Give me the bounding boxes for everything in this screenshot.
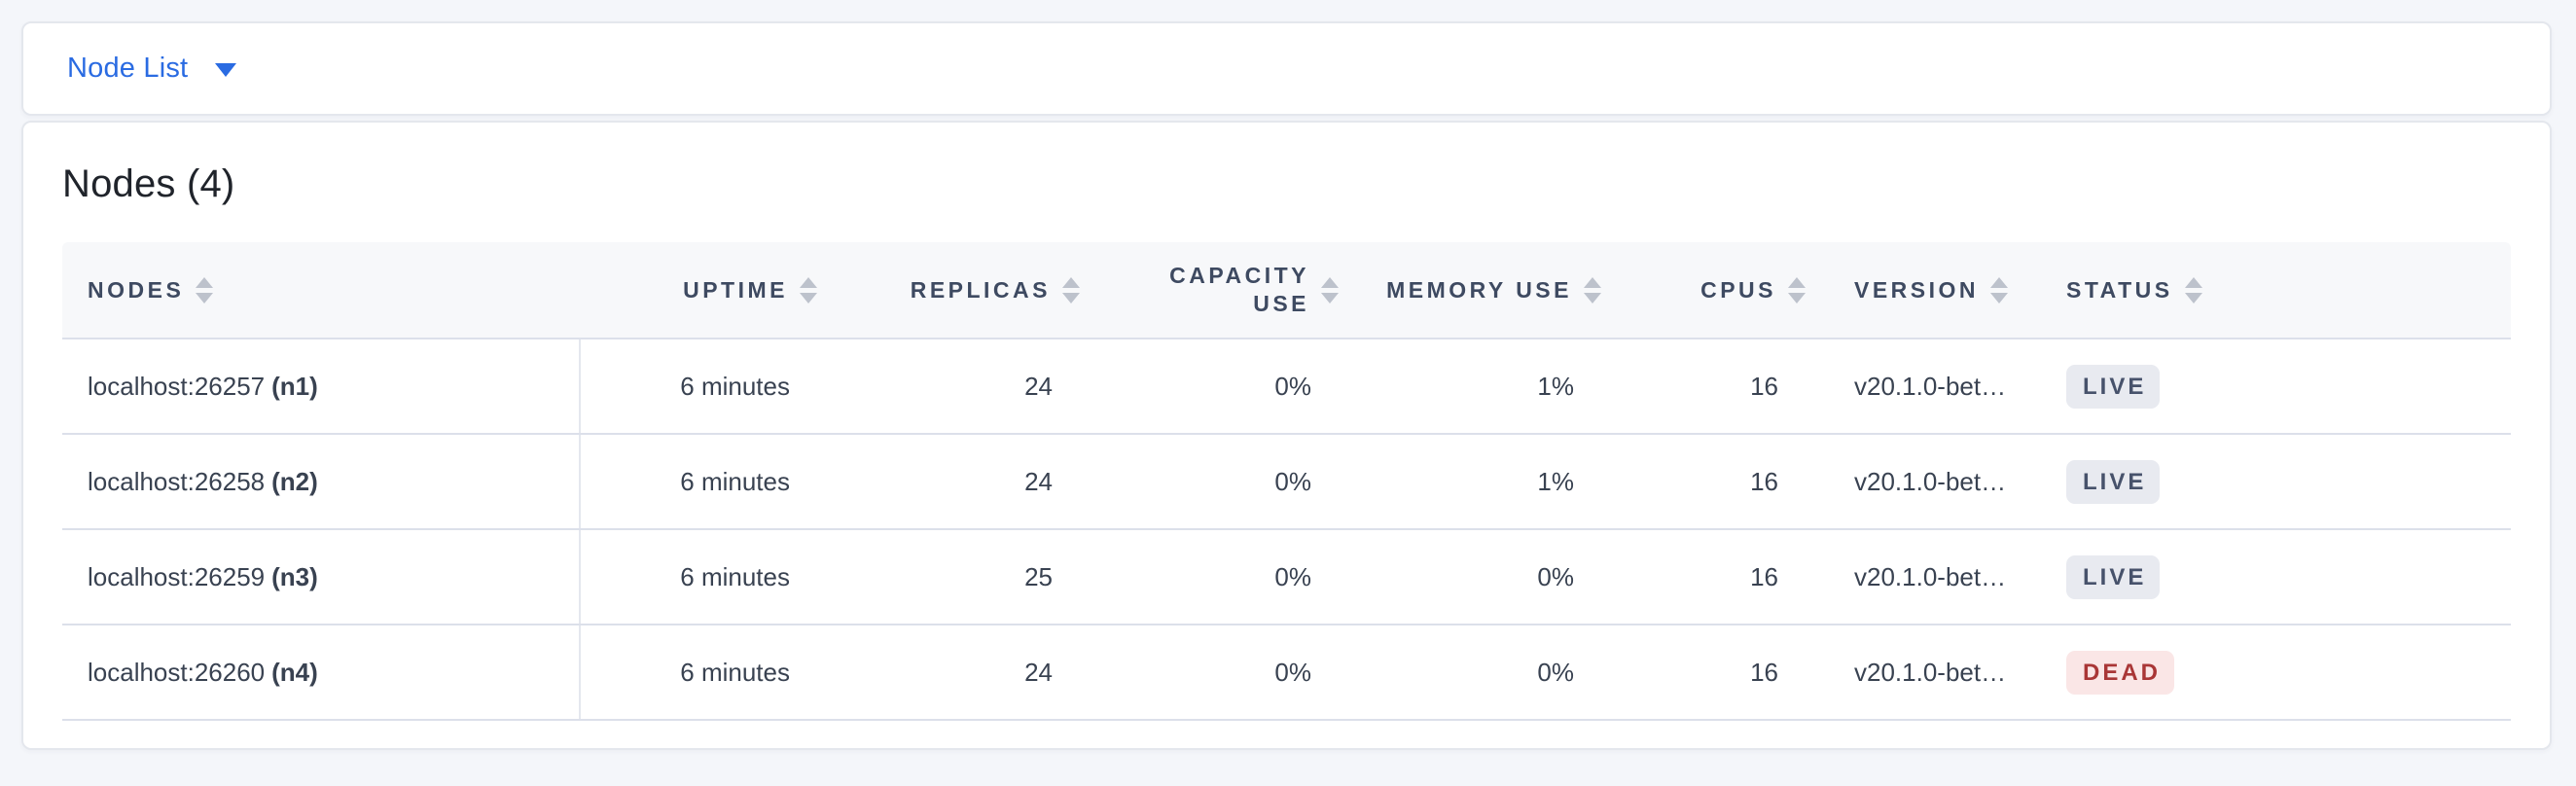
status-badge: DEAD (2066, 650, 2175, 695)
cell-capacity-use: 0% (1097, 625, 1356, 721)
table-row[interactable]: localhost:26257 (n1) 6 minutes 24 0% 1% 1… (62, 339, 2511, 435)
node-address[interactable]: localhost:26260 (88, 657, 266, 687)
status-badge: LIVE (2066, 554, 2161, 599)
cell-capacity-use: 0% (1097, 434, 1356, 530)
cell-version: v20.1.0-bet… (1823, 625, 2053, 721)
col-header-uptime[interactable]: UPTIME (580, 242, 835, 339)
col-header-label: REPLICAS (910, 276, 1051, 303)
cell-memory-use: 1% (1356, 434, 1619, 530)
chevron-down-icon (215, 63, 237, 77)
status-badge: LIVE (2066, 459, 2161, 504)
node-address[interactable]: localhost:26257 (88, 371, 266, 401)
node-id: (n3) (271, 561, 318, 591)
table-row[interactable]: localhost:26259 (n3) 6 minutes 25 0% 0% 1… (62, 529, 2511, 625)
node-id: (n4) (271, 657, 318, 687)
cell-cpus: 16 (1619, 625, 1823, 721)
status-badge: LIVE (2066, 364, 2161, 409)
col-header-label: VERSION (1854, 276, 1980, 303)
cell-status: LIVE (2053, 529, 2511, 625)
cell-version: v20.1.0-bet… (1823, 529, 2053, 625)
col-header-label: NODES (88, 276, 185, 303)
cell-replicas: 25 (835, 529, 1097, 625)
col-header-capacity-use[interactable]: CAPACITY USE (1097, 242, 1356, 339)
page: Node List Nodes (4) NODES UPTIME (21, 21, 2552, 750)
nodes-panel: Nodes (4) NODES UPTIME REPLICAS (21, 121, 2552, 750)
cell-uptime: 6 minutes (580, 529, 835, 625)
node-id: (n1) (271, 371, 318, 401)
col-header-status[interactable]: STATUS (2053, 242, 2511, 339)
cell-node: localhost:26257 (n1) (62, 339, 581, 435)
node-address[interactable]: localhost:26259 (88, 561, 266, 591)
table-row[interactable]: localhost:26260 (n4) 6 minutes 24 0% 0% 1… (62, 625, 2511, 721)
sort-icon (1321, 276, 1339, 304)
sort-icon (1584, 276, 1601, 304)
cell-capacity-use: 0% (1097, 529, 1356, 625)
col-header-replicas[interactable]: REPLICAS (835, 242, 1097, 339)
table-row[interactable]: localhost:26258 (n2) 6 minutes 24 0% 1% 1… (62, 434, 2511, 530)
cell-version: v20.1.0-bet… (1823, 339, 2053, 435)
node-address[interactable]: localhost:26258 (88, 466, 266, 496)
view-dropdown[interactable]: Node List (67, 53, 237, 85)
cell-replicas: 24 (835, 434, 1097, 530)
sort-icon (1788, 276, 1806, 304)
col-header-label: STATUS (2066, 276, 2173, 303)
cell-cpus: 16 (1619, 339, 1823, 435)
cell-cpus: 16 (1619, 434, 1823, 530)
cell-memory-use: 0% (1356, 529, 1619, 625)
cell-node: localhost:26260 (n4) (62, 625, 581, 721)
sort-icon (1990, 276, 2009, 304)
node-id: (n2) (271, 466, 318, 496)
cell-capacity-use: 0% (1097, 339, 1356, 435)
sort-icon (800, 276, 817, 304)
cell-replicas: 24 (835, 625, 1097, 721)
cell-status: LIVE (2053, 339, 2511, 435)
cell-uptime: 6 minutes (580, 434, 835, 530)
col-header-nodes[interactable]: NODES (62, 242, 580, 339)
table-header: NODES UPTIME REPLICAS CAPACITY USE MEMOR… (62, 242, 2511, 339)
col-header-version[interactable]: VERSION (1823, 242, 2053, 339)
col-header-label: UPTIME (683, 276, 788, 303)
cell-status: LIVE (2053, 434, 2511, 530)
sort-icon (196, 276, 214, 304)
sort-icon (1062, 276, 1080, 304)
cell-replicas: 24 (835, 339, 1097, 435)
col-header-memory-use[interactable]: MEMORY USE (1356, 242, 1619, 339)
cell-status: DEAD (2053, 625, 2511, 721)
cell-version: v20.1.0-bet… (1823, 434, 2053, 530)
view-dropdown-label: Node List (67, 53, 189, 84)
cell-memory-use: 0% (1356, 625, 1619, 721)
col-header-label: CPUS (1700, 276, 1776, 303)
cell-uptime: 6 minutes (580, 625, 835, 721)
view-selector-card: Node List (21, 21, 2552, 116)
cell-cpus: 16 (1619, 529, 1823, 625)
col-header-label: MEMORY USE (1386, 276, 1572, 303)
col-header-cpus[interactable]: CPUS (1619, 242, 1823, 339)
nodes-table: NODES UPTIME REPLICAS CAPACITY USE MEMOR… (62, 242, 2511, 721)
cell-node: localhost:26259 (n3) (62, 529, 581, 625)
sort-icon (2184, 276, 2202, 304)
panel-title: Nodes (4) (62, 162, 235, 205)
cell-node: localhost:26258 (n2) (62, 434, 581, 530)
col-header-label: CAPACITY USE (1169, 263, 1309, 316)
cell-memory-use: 1% (1356, 339, 1619, 435)
cell-uptime: 6 minutes (580, 339, 835, 435)
